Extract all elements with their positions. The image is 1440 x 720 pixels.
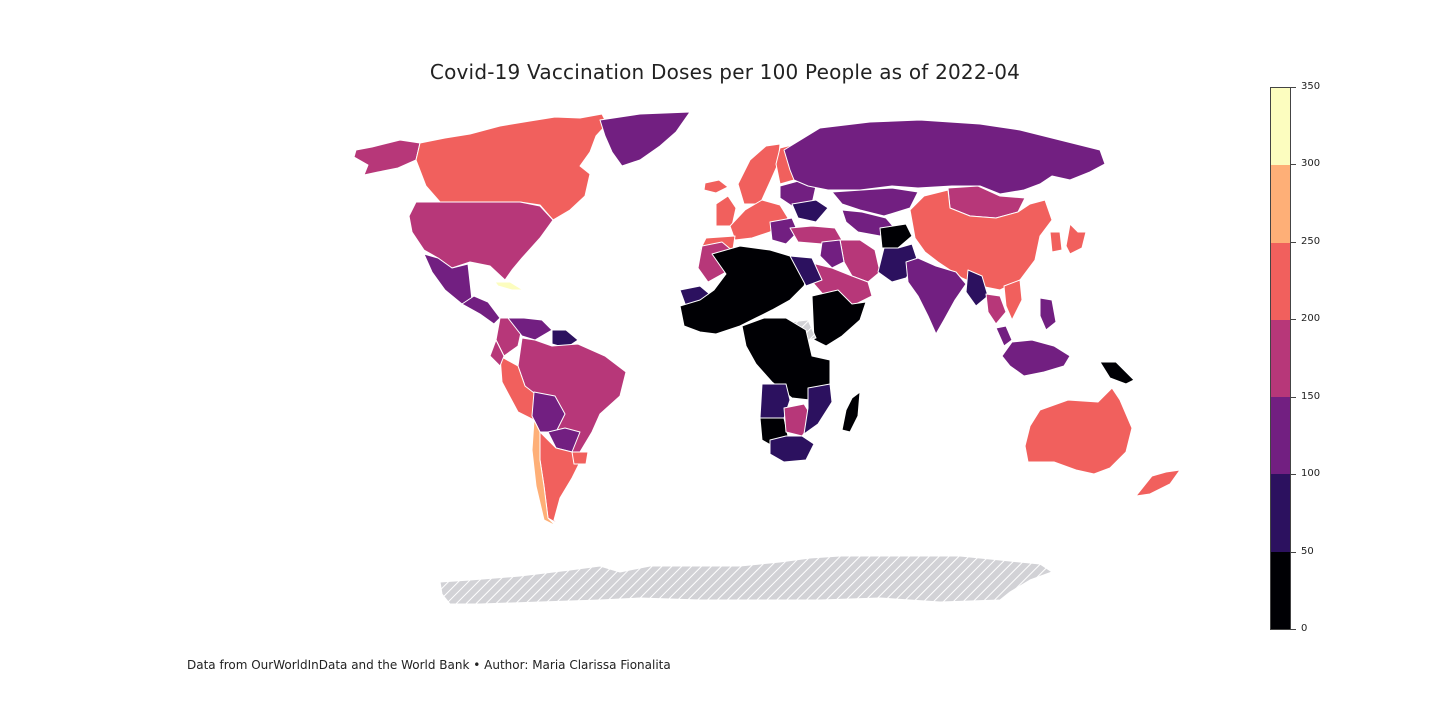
region-madagascar (841, 391, 861, 433)
region-uruguay (571, 451, 589, 465)
region-balkans (769, 217, 799, 245)
colorbar-tick (1291, 87, 1296, 88)
region-iceland (703, 179, 729, 194)
region-paraguay (547, 427, 581, 453)
region-mexico (423, 253, 473, 305)
region-korea (1049, 231, 1063, 253)
region-egypt (789, 255, 823, 287)
colorbar-tick (1291, 319, 1296, 320)
region-chile (531, 419, 557, 527)
colorbar-bin-2 (1271, 397, 1290, 475)
colorbar-bin-3 (1271, 319, 1290, 398)
colorbar (1270, 87, 1291, 630)
colorbar-tick (1291, 474, 1296, 475)
region-japan (1065, 223, 1087, 255)
region-central-america (461, 295, 501, 325)
colorbar-bin-4 (1271, 242, 1290, 320)
region-vietnam (1003, 279, 1023, 321)
region-malaysia (995, 325, 1013, 347)
colorbar-tick-label: 0 (1301, 623, 1308, 634)
region-greenland (599, 111, 691, 167)
region-south-africa (769, 435, 815, 463)
source-footnote: Data from OurWorldInData and the World B… (187, 658, 671, 672)
colorbar-tick (1291, 242, 1296, 243)
colorbar-tick (1291, 629, 1296, 630)
colorbar-bin-1 (1271, 474, 1290, 552)
region-ethiopia-horn (811, 289, 867, 347)
region-papua-new-guinea (1099, 361, 1135, 385)
colorbar-bin-6 (1271, 88, 1290, 166)
map-title: Covid-19 Vaccination Doses per 100 Peopl… (429, 60, 1021, 84)
region-china (909, 189, 1053, 291)
region-ecuador (489, 339, 505, 367)
region-thailand (985, 293, 1007, 325)
region-mozambique (803, 383, 833, 435)
colorbar-tick-label: 150 (1301, 391, 1321, 402)
colorbar-tick-label: 300 (1301, 158, 1321, 169)
colorbar-tick-label: 250 (1301, 236, 1321, 247)
region-indonesia (1001, 339, 1071, 377)
colorbar-bin-5 (1271, 165, 1290, 243)
region-north-and-west-africa (679, 245, 813, 335)
colorbar-tick (1291, 552, 1296, 553)
colorbar-tick-label: 50 (1301, 546, 1314, 557)
colorbar-tick-label: 200 (1301, 313, 1321, 324)
colorbar-tick-label: 350 (1301, 81, 1321, 92)
region-iran (839, 239, 881, 283)
region-western-europe (729, 199, 789, 241)
region-cuba (494, 281, 524, 291)
region-india (905, 257, 967, 335)
region-antarctica (439, 555, 1053, 605)
region-united-states (408, 201, 554, 281)
colorbar-tick (1291, 164, 1296, 165)
region-russia (783, 119, 1106, 195)
region-australia (1024, 387, 1133, 475)
region-philippines (1039, 297, 1057, 331)
region-alaska (353, 139, 421, 176)
region-ukraine (791, 199, 829, 223)
colorbar-bin-0 (1271, 551, 1290, 629)
region-united-kingdom (715, 195, 737, 227)
region-scandinavia (737, 143, 781, 205)
region-saudi-arabia (807, 261, 873, 309)
region-myanmar (965, 269, 989, 307)
region-kazakhstan (831, 187, 919, 217)
colorbar-tick (1291, 397, 1296, 398)
region-iraq (819, 239, 845, 269)
region-afghanistan (879, 223, 913, 249)
region-new-zealand (1135, 469, 1181, 497)
colorbar-tick-label: 100 (1301, 468, 1321, 479)
